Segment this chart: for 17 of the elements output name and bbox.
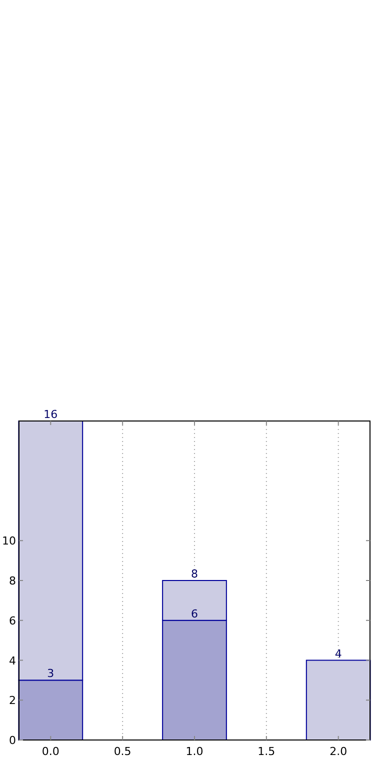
- data-label: 3: [47, 667, 54, 680]
- y-tick-label: 8: [9, 574, 16, 588]
- y-tick-label: 0: [9, 734, 16, 747]
- bar: [306, 660, 371, 740]
- x-tick-label: 0.0: [42, 745, 60, 758]
- data-label: 6: [191, 607, 198, 620]
- x-tick-label: 1.0: [186, 745, 204, 758]
- y-tick-label: 2: [9, 694, 16, 708]
- x-tick-label: 0.5: [114, 745, 132, 758]
- total-label: 16: [44, 408, 58, 421]
- total-label: 4: [334, 647, 342, 660]
- y-tick-label: 10: [2, 534, 16, 548]
- y-tick-label: 6: [9, 614, 16, 628]
- x-tick-label: 2.0: [330, 745, 348, 758]
- y-tick-label: 4: [9, 654, 16, 668]
- x-tick-label: 1.5: [258, 745, 276, 758]
- total-label: 8: [191, 568, 198, 580]
